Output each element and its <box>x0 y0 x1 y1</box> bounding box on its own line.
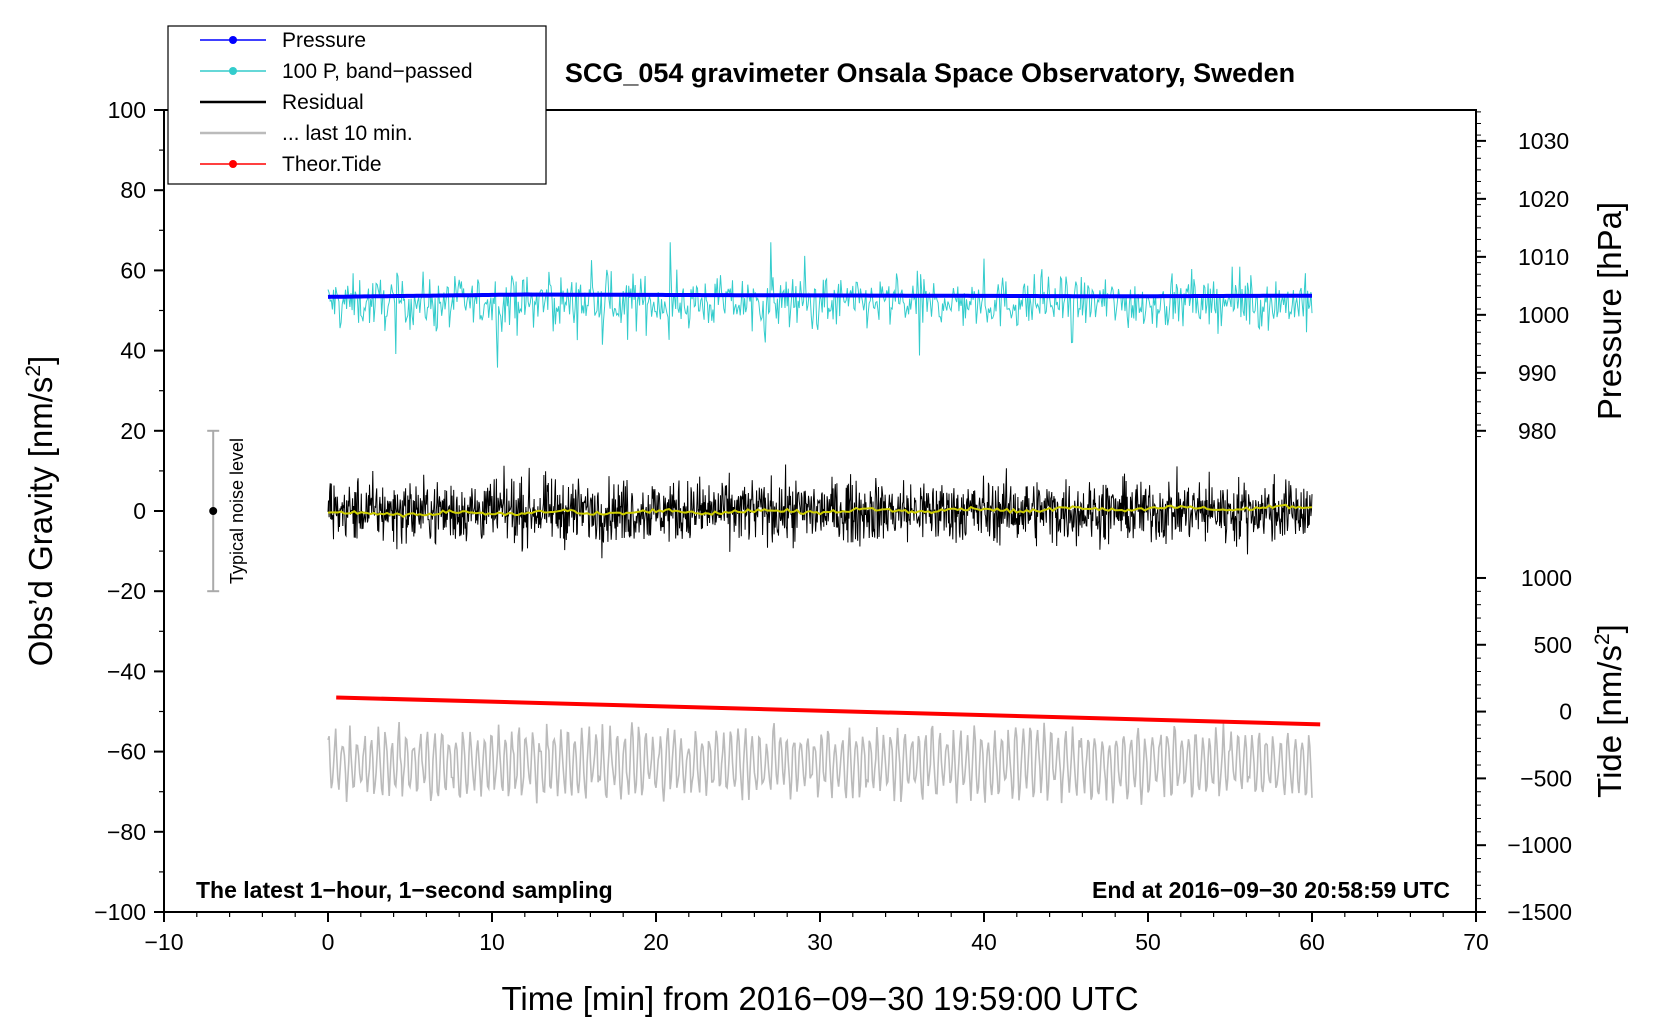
y-tick-label: 20 <box>120 418 146 444</box>
x-tick-label: 0 <box>322 929 335 955</box>
note-end-time: End at 2016−09−30 20:58:59 UTC <box>1092 877 1450 903</box>
residual-smoothed-line <box>327 503 1313 519</box>
theoretical-tide-line <box>336 695 1321 727</box>
noise-dot <box>209 507 218 515</box>
x-tick-label: 20 <box>643 929 669 955</box>
pressure-tick-label: 980 <box>1518 418 1556 444</box>
y-tick-label: −80 <box>107 819 146 845</box>
note-sampling: The latest 1−hour, 1−second sampling <box>196 877 613 903</box>
y-tick-label: 0 <box>133 498 146 524</box>
tide-tick-label: −1500 <box>1507 899 1572 925</box>
legend-label: Residual <box>282 91 364 114</box>
y-tick-label: −20 <box>107 578 146 604</box>
axes-layer: −10 0 10 20 30 40 50 60 70−100−80−60−40−20020406… <box>94 97 1572 955</box>
legend-marker <box>229 160 237 168</box>
pressure-tick-label: 1030 <box>1518 128 1569 154</box>
y-axis-title-gravity-sup: 2 <box>22 365 45 377</box>
x-tick-label: −10 <box>144 929 183 955</box>
pressure-tick-label: 990 <box>1518 360 1556 386</box>
x-tick-label: 50 <box>1135 929 1161 955</box>
legend-label: ... last 10 min. <box>282 122 413 145</box>
y-axis-title-gravity-close: ] <box>22 356 59 365</box>
pressure-tick-label: 1010 <box>1518 244 1569 270</box>
y-axis-title-tide-close: ] <box>1591 624 1628 633</box>
x-axis-title: Time [min] from 2016−09−30 19:59:00 UTC <box>501 980 1138 1017</box>
y-tick-label: 100 <box>108 97 146 123</box>
legend-marker <box>229 67 237 75</box>
legend-marker <box>229 36 237 44</box>
tide-tick-label: 0 <box>1559 699 1572 725</box>
series-layer <box>327 242 1321 805</box>
y-tick-label: −60 <box>107 739 146 765</box>
bandpassed-pressure-line <box>327 242 1313 368</box>
legend-label: Pressure <box>282 29 366 52</box>
noise-level-label: Typical noise level <box>227 438 247 584</box>
pressure-tick-label: 1000 <box>1518 302 1569 328</box>
y-axis-title-tide-sup: 2 <box>1591 633 1614 645</box>
noise-level-indicator: Typical noise level <box>207 429 247 593</box>
y-axis-title-tide: Tide [nm/s2] <box>1591 624 1628 798</box>
legend-label: 100 P, band−passed <box>282 60 473 83</box>
x-tick-label: 30 <box>807 929 833 955</box>
y-axis-title-pressure: Pressure [hPa] <box>1591 202 1628 420</box>
x-tick-label: 10 <box>479 929 505 955</box>
last-10-min-line <box>327 721 1313 805</box>
y-axis-title-gravity-text: Obs’d Gravity [nm/s <box>22 377 59 667</box>
x-tick-label: 60 <box>1299 929 1325 955</box>
legend-label: Theor.Tide <box>282 153 382 176</box>
x-tick-label: 70 <box>1463 929 1489 955</box>
y-tick-label: 40 <box>120 338 146 364</box>
y-axis-title-gravity: Obs’d Gravity [nm/s2] <box>22 356 59 667</box>
legend: Pressure 100 P, band−passed Residual ... la… <box>167 25 547 185</box>
tide-tick-label: 500 <box>1534 632 1572 658</box>
y-tick-label: 60 <box>120 257 146 283</box>
tide-tick-label: −1000 <box>1507 832 1572 858</box>
pressure-tick-label: 1020 <box>1518 186 1569 212</box>
y-axis-title-tide-text: Tide [nm/s <box>1591 645 1628 798</box>
tide-tick-label: 1000 <box>1521 565 1572 591</box>
legend-box <box>167 25 547 185</box>
y-tick-label: −40 <box>107 658 146 684</box>
y-tick-label: 80 <box>120 177 146 203</box>
x-tick-label: 40 <box>971 929 997 955</box>
chart-title: SCG_054 gravimeter Onsala Space Observat… <box>565 58 1295 88</box>
residual-line <box>327 464 1313 559</box>
y-tick-label: −100 <box>94 899 146 925</box>
pressure-line <box>327 292 1312 299</box>
tide-tick-label: −500 <box>1520 765 1572 791</box>
